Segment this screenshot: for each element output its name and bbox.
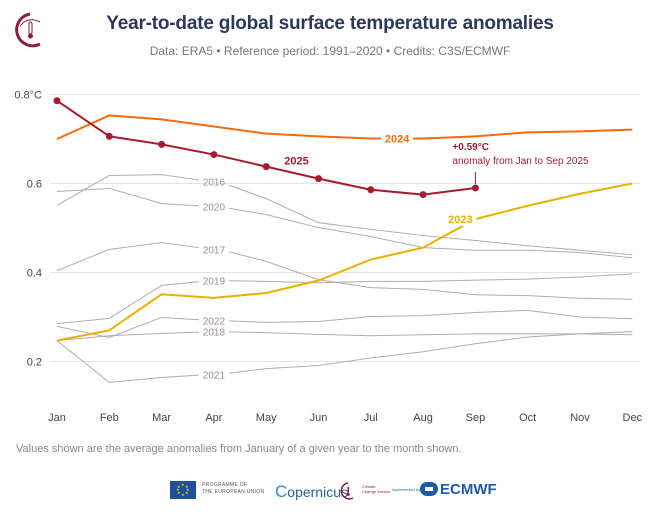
data-point-2025	[158, 140, 166, 148]
x-tick-label: Nov	[570, 412, 590, 424]
x-axis-ticks: Jan Feb Mar Apr May Jun Jul Aug Sep Oct Nov Dec	[48, 412, 642, 424]
ecmwf-mark-icon	[420, 482, 438, 496]
series-line-2022	[56, 316, 199, 338]
data-point-2025	[367, 186, 375, 194]
y-axis-ticks: 0.2 0.4 0.6 0.8°C	[14, 90, 42, 369]
x-tick-label: Feb	[100, 412, 119, 424]
eu-programme-text: PROGRAMME OF THE EUROPEAN UNION	[202, 482, 265, 495]
data-point-2025	[471, 184, 479, 192]
c3s-logo-icon	[340, 482, 354, 500]
series-line-2018	[56, 331, 199, 342]
series-label-2021: 2021	[203, 370, 226, 381]
gridlines	[50, 94, 640, 362]
series-line-2020	[56, 187, 199, 207]
series-line-2022-b	[228, 309, 633, 323]
series-line-2017-b	[228, 251, 633, 300]
series-line-2019	[56, 281, 199, 325]
series-label-2019: 2019	[203, 277, 226, 288]
series-label-bg	[381, 132, 414, 146]
data-point-2025	[262, 163, 270, 171]
series-line-2025	[56, 99, 476, 196]
data-point-2025	[53, 97, 61, 105]
series-label-2020: 2020	[203, 203, 226, 214]
data-point-2025	[105, 132, 113, 140]
series-line-2023	[56, 182, 633, 342]
series-line-2016-b	[228, 184, 633, 256]
footnote: Values shown are the average anomalies f…	[16, 443, 462, 455]
series-label-2024: 2024	[385, 134, 410, 146]
y-tick-label: 0.4	[27, 268, 42, 280]
copernicus-logo: Copernicus	[275, 482, 348, 501]
x-tick-label: May	[256, 412, 277, 424]
line-chart: 0.2 0.4 0.6 0.8°C Jan Feb Mar Apr May Jun Jul Aug S…	[14, 90, 642, 425]
series-line-2018-b	[228, 331, 633, 337]
y-tick-label: 0.8°C	[14, 90, 42, 102]
y-tick-label: 0.2	[27, 357, 42, 369]
x-tick-label: Dec	[623, 412, 643, 424]
series-line-2024	[56, 114, 633, 140]
chart-subtitle: Data: ERA5 • Reference period: 1991–2020…	[149, 44, 511, 58]
series-line-2021	[56, 340, 199, 383]
eu-flag-icon: ★ ★ ★ ★ ★ ★ ★ ★	[170, 481, 196, 499]
x-tick-label: Apr	[205, 412, 222, 424]
implemented-by-text: implemented by	[392, 487, 421, 492]
x-tick-label: Oct	[519, 412, 536, 424]
series-label-2018: 2018	[203, 328, 226, 339]
x-tick-label: Mar	[152, 412, 171, 424]
highlighted-years-lines	[53, 97, 633, 342]
ecmwf-logo: ECMWF	[420, 481, 497, 498]
series-label-2022: 2022	[203, 317, 226, 328]
annotation-text: anomaly from Jan to Sep 2025	[452, 156, 589, 167]
series-label-2016: 2016	[203, 178, 226, 189]
annotation-value: +0.59°C	[452, 142, 489, 153]
series-line-2017	[56, 242, 199, 272]
data-point-2025	[419, 191, 427, 199]
c3s-thermometer-logo-icon	[15, 12, 41, 48]
series-line-2019-b	[228, 273, 633, 284]
series-label-2017: 2017	[203, 245, 226, 256]
other-years-lines	[56, 174, 633, 383]
series-line-2020-b	[228, 207, 633, 259]
x-tick-label: Jan	[48, 412, 66, 424]
series-label-2025: 2025	[284, 156, 308, 168]
x-tick-label: Aug	[413, 412, 433, 424]
data-point-2025	[210, 151, 218, 159]
annotation: +0.59°C anomaly from Jan to Sep 2025	[452, 142, 589, 184]
y-tick-label: 0.6	[27, 179, 42, 191]
x-tick-label: Jun	[310, 412, 328, 424]
series-line-2021-b	[228, 331, 633, 374]
chart-title: Year-to-date global surface temperature …	[106, 13, 554, 34]
series-label-bg	[444, 213, 477, 227]
data-point-2025	[315, 175, 322, 183]
series-label-2023: 2023	[448, 214, 472, 226]
x-tick-label: Jul	[364, 412, 378, 424]
footer-logos: ★ ★ ★ ★ ★ ★ ★ ★ PROGRAMME OF THE EUROPEAN UN…	[0, 478, 660, 504]
c3s-text: Climate Change Service	[362, 484, 391, 494]
x-tick-label: Sep	[466, 412, 486, 424]
